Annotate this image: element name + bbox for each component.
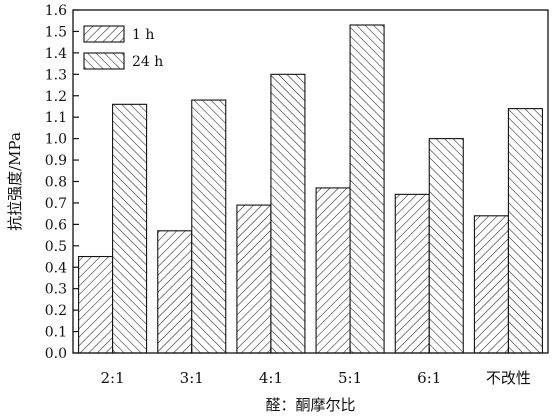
bar-1h xyxy=(236,204,272,354)
y-tick-label: 1.5 xyxy=(45,24,67,40)
y-tick-label: 1.4 xyxy=(45,46,67,62)
bar-1h xyxy=(394,193,430,354)
bar-24h xyxy=(428,138,464,354)
y-tick-label: 1.6 xyxy=(45,3,67,19)
x-tick-label: 3:1 xyxy=(180,369,204,387)
legend-label: 1 h xyxy=(132,27,154,43)
bars-group xyxy=(78,24,543,354)
bar-1h xyxy=(78,255,114,354)
y-tick-label: 1.1 xyxy=(45,110,67,126)
y-axis-title: 抗拉强度/MPa xyxy=(6,132,24,231)
y-tick-label: 0.5 xyxy=(45,239,67,255)
y-tick-label: 1.3 xyxy=(45,67,67,83)
legend: 1 h 24 h xyxy=(83,25,163,70)
y-tick-label: 0.3 xyxy=(45,282,67,298)
y-tick-label: 0.9 xyxy=(45,153,67,169)
bar-24h xyxy=(112,103,148,354)
bar-1h xyxy=(473,215,509,354)
y-tick-label: 0.7 xyxy=(45,196,67,212)
y-tick-label: 0.2 xyxy=(45,303,67,319)
bar-24h xyxy=(270,73,306,354)
x-axis-title: 醛：酮摩尔比 xyxy=(265,396,355,414)
y-tick-label: 1.2 xyxy=(45,89,67,105)
y-tick-label: 0.6 xyxy=(45,217,67,233)
bar-24h xyxy=(191,99,227,354)
bar-1h xyxy=(157,230,193,354)
legend-swatch-1h xyxy=(83,25,125,43)
x-tick-label: 不改性 xyxy=(486,369,531,387)
x-tick-label: 6:1 xyxy=(417,369,441,387)
x-axis: 2:1 3:1 4:1 5:1 6:1 不改性 xyxy=(101,348,531,387)
bar-24h xyxy=(507,108,543,354)
y-axis: 0.0 0.1 0.2 0.3 0.4 0.5 0.6 0.7 0.8 0.9 1.0 1.1 1.2 1… xyxy=(45,3,79,362)
y-tick-label: 0.1 xyxy=(45,325,67,341)
y-tick-label: 0.0 xyxy=(45,346,67,362)
y-tick-label: 0.8 xyxy=(45,175,67,191)
bar-24h xyxy=(349,24,385,354)
legend-swatch-24h xyxy=(83,52,125,70)
x-tick-label: 2:1 xyxy=(101,369,125,387)
y-tick-label: 0.4 xyxy=(45,260,67,276)
x-tick-label: 5:1 xyxy=(338,369,362,387)
x-tick-label: 4:1 xyxy=(259,369,283,387)
y-tick-label: 1.0 xyxy=(45,132,67,148)
bar-1h xyxy=(315,187,351,354)
legend-label: 24 h xyxy=(132,54,163,70)
